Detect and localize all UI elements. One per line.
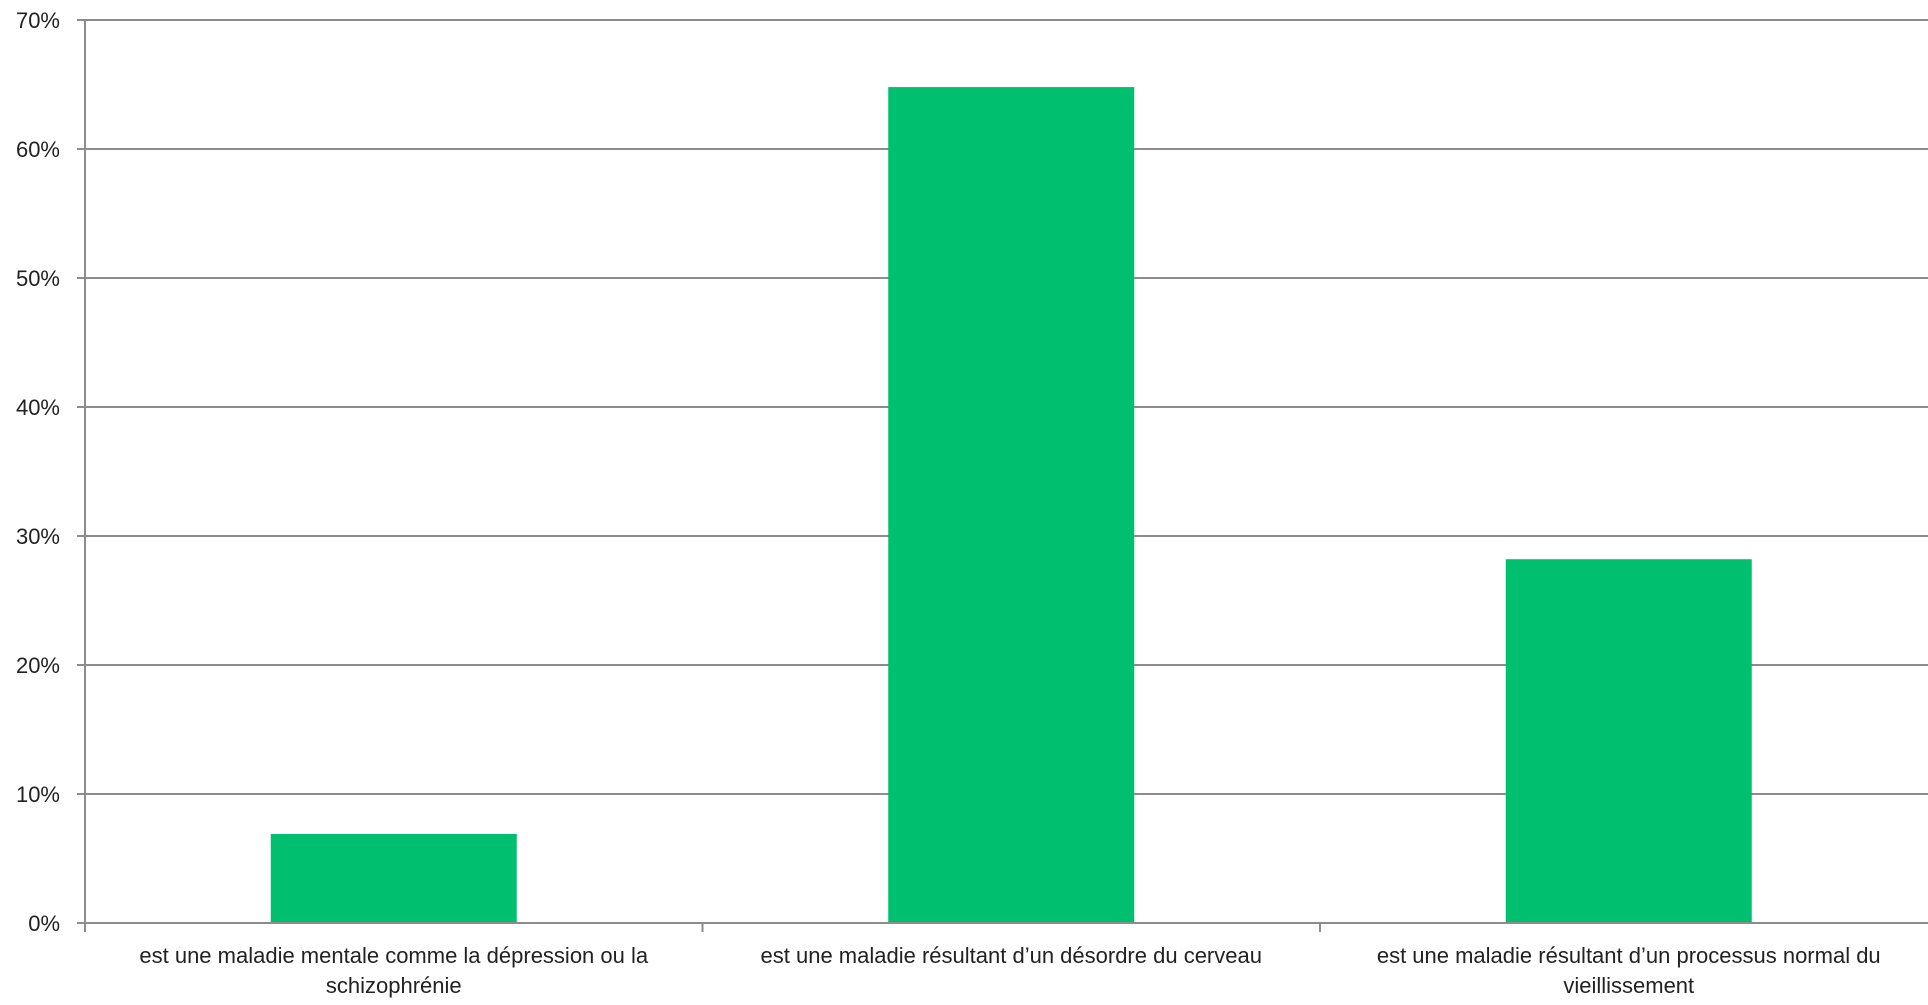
bar — [888, 87, 1135, 923]
y-tick-label: 30% — [16, 524, 60, 549]
y-tick-label: 20% — [16, 653, 60, 678]
y-tick-label: 60% — [16, 137, 60, 162]
x-tick-label: est une maladie résultant d’un processus… — [1376, 943, 1881, 998]
bar — [270, 833, 517, 923]
y-tick-label: 70% — [16, 8, 60, 33]
axes — [77, 19, 1928, 932]
bar — [1505, 559, 1752, 923]
y-tick-label: 50% — [16, 266, 60, 291]
y-tick-label: 0% — [28, 911, 60, 936]
x-tick-label: est une maladie mentale comme la dépress… — [139, 943, 649, 998]
y-tick-label: 10% — [16, 782, 60, 807]
y-axis-tick-labels: 0% 10% 20% 30% 40% 50% 60% 70% — [16, 8, 60, 936]
x-tick-label: est une maladie résultant d’un désordre … — [760, 943, 1262, 968]
y-tick-label: 40% — [16, 395, 60, 420]
bars — [270, 87, 1752, 923]
